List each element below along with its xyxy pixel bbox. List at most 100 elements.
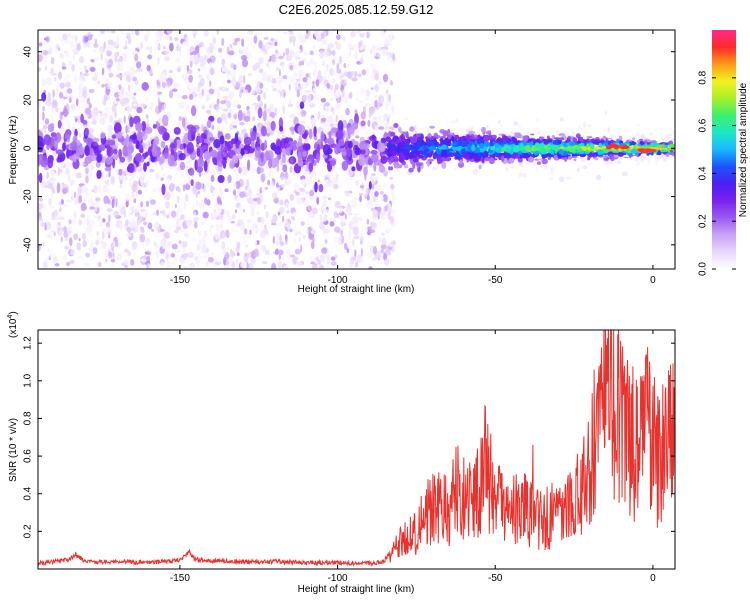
spectrogram-noise-speck [170,210,177,218]
spectrogram-noise-speck [207,256,214,263]
spectrogram-noise-speck [219,53,223,58]
spectrogram-noise-speck [134,70,138,73]
spectrogram-noise-speck [90,241,95,250]
spectrogram-noise-speck [260,173,266,183]
spectrogram-noise-speck [305,89,311,94]
spectrogram-band-blob [576,140,582,144]
y-tick-label: 0 [23,145,34,151]
spectrogram-noise-speck [254,85,262,93]
spectrogram-noise-speck [181,73,188,80]
spectrogram-band-blob [285,146,291,156]
spectrogram-noise-speck [335,43,342,50]
spectrogram-noise-speck [233,99,239,108]
spectrogram-band-blob [264,150,270,161]
spectrogram-noise-speck [100,30,106,35]
spectrogram-noise-speck [321,247,328,255]
spectrogram-band-blob [151,145,157,158]
spectrogram-noise-speck [234,38,238,43]
spectrogram-band-blob [490,134,497,138]
spectrogram-noise-speck [69,252,75,256]
spectrogram-noise-speck [261,261,268,265]
spectrogram-noise-speck [320,161,324,165]
spectrogram-noise-speck [246,218,253,223]
spectrogram-noise-speck [68,227,73,232]
spectrogram-band-blob [316,143,320,154]
spectrogram-noise-speck [535,118,539,122]
spectrogram-band-blob [371,134,376,140]
spectrogram-band-blob [578,151,585,155]
spectrogram-band-blob [567,156,573,160]
spectrogram-band-blob [618,135,623,141]
spectrogram-noise-speck [356,73,363,78]
spectrogram-noise-speck [564,131,567,134]
spectrogram-band-blob [607,137,612,140]
spectrogram-noise-speck [208,88,215,95]
spectrogram-noise-speck [146,117,150,124]
spectrogram-noise-speck [213,210,217,218]
spectrogram-noise-speck [145,180,149,184]
spectrogram-noise-speck [107,84,111,90]
spectrogram-noise-speck [259,82,264,89]
spectrogram-band-blob [522,135,529,142]
spectrogram-band-blob [468,130,474,135]
spectrogram-band-blob [267,179,271,186]
spectrogram-noise-speck [164,232,171,239]
spectrogram-band-blob [112,148,118,155]
spectrogram-band-blob [547,138,553,143]
spectrogram-noise-speck [346,248,350,254]
spectrogram-noise-speck [117,35,120,44]
spectrogram-noise-speck [103,57,108,63]
spectrogram-noise-speck [61,254,68,261]
spectrogram-noise-speck [120,30,124,36]
spectrogram-noise-speck [124,192,131,201]
spectrogram-noise-speck [98,50,103,56]
spectrogram-band-blob [402,149,409,156]
spectrogram-noise-speck [142,221,148,226]
spectrogram-noise-speck [48,198,52,206]
spectrogram-band-blob [158,125,166,135]
spectrogram-noise-speck [178,240,182,244]
spectrogram-noise-speck [241,38,245,47]
spectrogram-band-blob [596,149,604,156]
spectrogram-noise-speck [282,164,288,173]
spectrogram-noise-speck [195,259,201,265]
spectrogram-band-blob [453,152,461,157]
spectrogram-noise-speck [103,226,110,232]
spectrogram-noise-speck [136,46,141,49]
spectrogram-noise-speck [205,47,211,56]
spectrogram-band-blob [568,147,572,152]
spectrogram-noise-speck [261,71,268,78]
spectrogram-band-blob [108,139,116,146]
spectrogram-noise-speck [500,124,503,127]
spectrogram-noise-speck [46,171,49,179]
spectrogram-noise-speck [307,94,312,103]
spectrogram-noise-speck [85,69,89,74]
spectrogram-noise-speck [125,75,131,83]
spectrogram-band-blob [591,138,595,143]
spectrogram-band-blob [178,152,186,161]
spectrogram-noise-speck [322,198,327,207]
spectrogram-band-blob [328,130,332,140]
spectrogram-band-blob [268,158,273,169]
spectrogram-noise-speck [360,87,364,96]
spectrogram-noise-speck [197,81,203,88]
spectrogram-band-blob [539,140,544,143]
spectrogram-band-blob [359,140,368,150]
spectrogram-band-blob [630,142,637,146]
spectrogram-noise-speck [169,90,173,99]
spectrogram-band-blob [611,148,617,152]
spectrogram-band-blob [505,147,511,153]
spectrogram-noise-speck [109,114,113,123]
spectrogram-noise-speck [226,209,230,219]
spectrogram-noise-speck [93,107,99,117]
spectrogram-noise-speck [229,72,232,79]
spectrogram-band-blob [73,153,77,163]
spectrogram-noise-speck [374,125,377,130]
spectrogram-noise-speck [138,30,143,36]
spectrogram-band-blob [622,150,625,153]
spectrogram-noise-speck [163,103,166,111]
spectrogram-noise-speck [130,205,135,214]
spectrogram-noise-speck [289,254,295,258]
spectrogram-noise-speck [558,176,565,183]
spectrogram-noise-speck [186,222,192,228]
